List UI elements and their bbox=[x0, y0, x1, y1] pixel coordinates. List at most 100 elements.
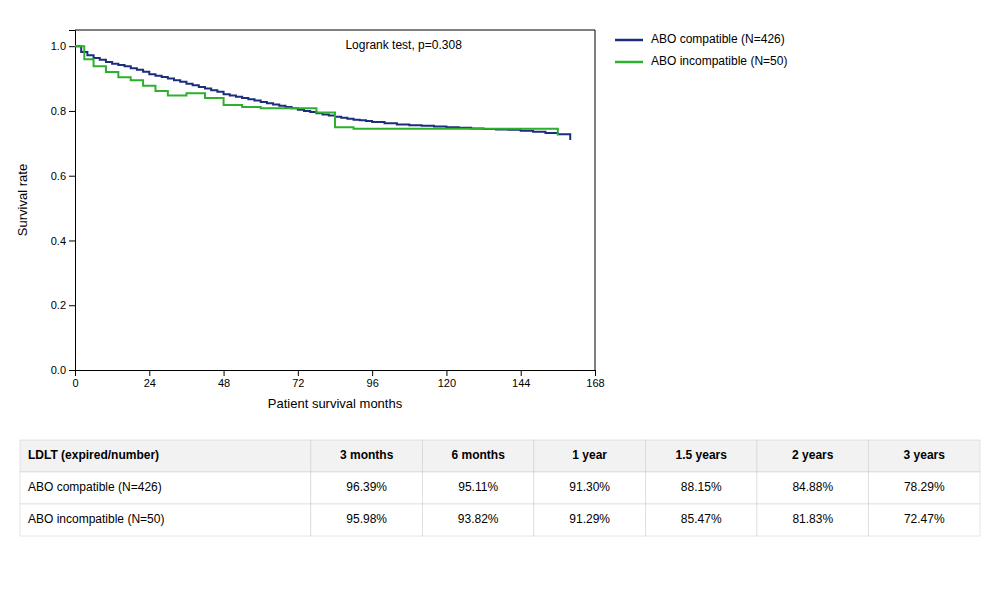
table-header-cell bbox=[534, 440, 646, 472]
table-text: 88.15% bbox=[681, 480, 722, 494]
tick-mark bbox=[521, 370, 522, 376]
tick: 72 bbox=[292, 370, 304, 389]
tick: 1.0 bbox=[51, 40, 75, 52]
table-cell bbox=[757, 504, 869, 536]
table-text: ABO compatible (N=426) bbox=[28, 480, 162, 494]
table-text: 95.11% bbox=[458, 480, 498, 494]
table-header: 6 months bbox=[452, 448, 506, 462]
table-cell bbox=[422, 504, 534, 536]
table-text: 91.30% bbox=[569, 480, 610, 494]
tick-label: 168 bbox=[586, 377, 604, 389]
tick: 0.0 bbox=[51, 364, 75, 376]
tick-label: 0.0 bbox=[51, 364, 66, 376]
tick-mark bbox=[224, 370, 225, 376]
x-axis: 0 24 48 72 96 120 144 168 bbox=[72, 370, 604, 389]
table-cell bbox=[311, 472, 423, 504]
legend-swatch bbox=[615, 39, 643, 42]
table-header-cell bbox=[645, 440, 757, 472]
tick-mark bbox=[149, 370, 150, 376]
table-cell bbox=[868, 504, 980, 536]
table-cell bbox=[645, 504, 757, 536]
table-text: ABO incompatible (N=50) bbox=[28, 512, 164, 526]
chart: 0 24 48 72 96 120 144 168 0.0 0.2 0.4 0.6 0.8 1.0 Pati… bbox=[0, 0, 1000, 608]
table-header: 2 years bbox=[792, 448, 834, 462]
legend-item: ABO compatible (N=426) bbox=[615, 32, 785, 46]
tick-label: 144 bbox=[512, 377, 530, 389]
tick: 0.6 bbox=[51, 170, 75, 182]
tick-label: 72 bbox=[292, 377, 304, 389]
table-text: 84.88% bbox=[792, 480, 833, 494]
table-header: 1 year bbox=[572, 448, 607, 462]
tick: 24 bbox=[144, 370, 156, 389]
tick: 48 bbox=[218, 370, 230, 389]
tick-label: 120 bbox=[438, 377, 456, 389]
survival-line bbox=[75, 46, 558, 135]
table-text: 81.83% bbox=[792, 512, 833, 526]
tick-label: 0 bbox=[72, 377, 78, 389]
table-header-cell bbox=[868, 440, 980, 472]
survival-line bbox=[75, 46, 570, 140]
table-text: 95.98% bbox=[346, 512, 387, 526]
annotation: Logrank test, p=0.308 bbox=[345, 38, 462, 52]
axis-line bbox=[69, 31, 76, 371]
frame bbox=[595, 30, 596, 370]
tick-mark bbox=[69, 46, 75, 47]
tick-label: 0.2 bbox=[51, 299, 66, 311]
tick: 0.8 bbox=[51, 105, 75, 117]
y-axis-title: Survival rate bbox=[15, 164, 30, 236]
table-cell bbox=[534, 472, 646, 504]
series-group bbox=[75, 46, 570, 140]
tick-mark bbox=[595, 370, 596, 376]
tick-mark bbox=[69, 305, 75, 306]
table-cell bbox=[311, 504, 423, 536]
plot-area: 0 24 48 72 96 120 144 168 0.0 0.2 0.4 0.6 0.8 1.0 Pati… bbox=[15, 30, 605, 411]
table-cell bbox=[534, 504, 646, 536]
table-header-cell bbox=[311, 440, 423, 472]
tick-label: 96 bbox=[367, 377, 379, 389]
tick: 0 bbox=[72, 370, 78, 389]
tick-label: 1.0 bbox=[51, 40, 66, 52]
tick: 168 bbox=[586, 370, 604, 389]
table-text: 78.29% bbox=[904, 480, 945, 494]
table-header: 3 years bbox=[904, 448, 946, 462]
axis-line bbox=[76, 371, 596, 377]
table-text: 91.29% bbox=[569, 512, 610, 526]
tick: 96 bbox=[367, 370, 379, 389]
tick-mark bbox=[298, 370, 299, 376]
tick-mark bbox=[446, 370, 447, 376]
table-header: 1.5 years bbox=[676, 448, 728, 462]
table-cell bbox=[20, 504, 311, 536]
table-text: 96.39% bbox=[346, 480, 387, 494]
tick: 0.4 bbox=[51, 234, 75, 246]
tick-mark bbox=[69, 370, 75, 371]
table-header-cell bbox=[422, 440, 534, 472]
legend-label: ABO compatible (N=426) bbox=[651, 32, 785, 46]
legend: ABO compatible (N=426) ABO incompatible (… bbox=[615, 32, 787, 68]
tick-mark bbox=[69, 240, 75, 241]
x-axis-title: Patient survival months bbox=[268, 396, 403, 411]
table-cell bbox=[645, 472, 757, 504]
tick-label: 24 bbox=[144, 377, 156, 389]
y-axis: 0.0 0.2 0.4 0.6 0.8 1.0 bbox=[51, 31, 76, 377]
table-header: 3 months bbox=[340, 448, 394, 462]
legend-label: ABO incompatible (N=50) bbox=[651, 54, 787, 68]
table-text: 72.47% bbox=[904, 512, 945, 526]
table-cell bbox=[422, 472, 534, 504]
tick-mark bbox=[69, 176, 75, 177]
tick-label: 0.4 bbox=[51, 234, 66, 246]
tick: 120 bbox=[438, 370, 456, 389]
frame bbox=[75, 30, 595, 31]
legend-swatch bbox=[615, 61, 643, 64]
table: LDLT (expired/number)3 months6 months1 y… bbox=[20, 440, 980, 536]
tick-label: 48 bbox=[218, 377, 230, 389]
table-text: 93.82% bbox=[458, 512, 499, 526]
tick: 144 bbox=[512, 370, 530, 389]
table-cell bbox=[20, 472, 311, 504]
table-text: 85.47% bbox=[681, 512, 722, 526]
table-cell bbox=[868, 472, 980, 504]
table-cell bbox=[757, 472, 869, 504]
tick-label: 0.8 bbox=[51, 105, 66, 117]
table-header-cell bbox=[20, 440, 311, 472]
table-header-cell bbox=[757, 440, 869, 472]
tick-mark bbox=[372, 370, 373, 376]
